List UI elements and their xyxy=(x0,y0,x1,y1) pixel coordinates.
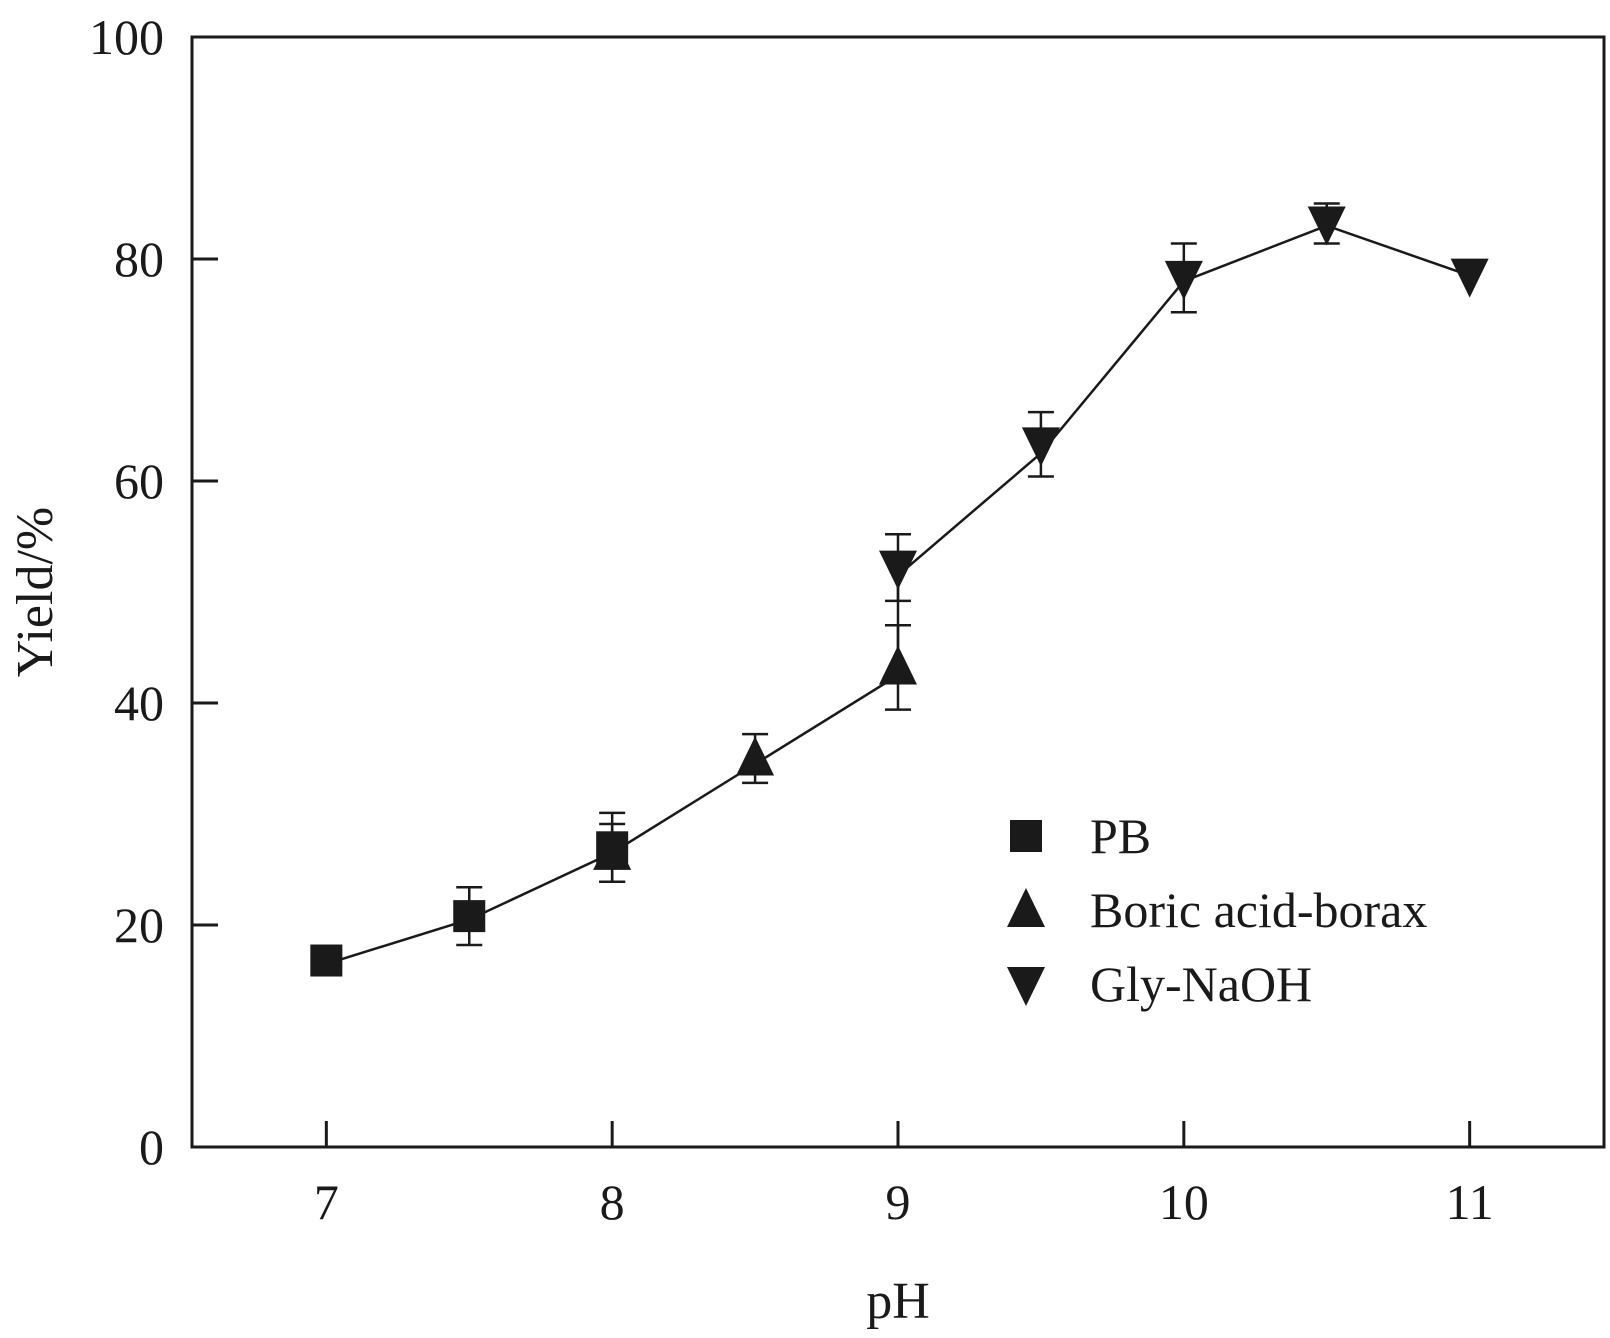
y-tick-label-60: 60 xyxy=(114,453,164,509)
point-gly-naoh-3 xyxy=(1307,206,1346,246)
legend-marker-boric-acid-borax xyxy=(1007,888,1045,927)
y-tick-label-80: 80 xyxy=(114,231,164,287)
point-boric-acid-borax-0 xyxy=(593,830,632,870)
legend-label-boric-acid-borax: Boric acid-borax xyxy=(1090,882,1427,938)
point-boric-acid-borax-1 xyxy=(736,736,775,776)
legend-marker-pb xyxy=(1010,820,1042,852)
ticks-layer: 7 8 9 10 11 0 20 40 60 80 100 xyxy=(89,9,1494,1230)
legend-label-pb: PB xyxy=(1090,808,1151,864)
x-tick-label-11: 11 xyxy=(1446,1174,1494,1230)
point-gly-naoh-2 xyxy=(1164,260,1203,300)
point-pb-0 xyxy=(310,944,343,977)
y-tick-label-20: 20 xyxy=(114,897,164,953)
point-gly-naoh-4 xyxy=(1450,258,1489,298)
x-tick-label-8: 8 xyxy=(600,1174,625,1230)
y-tick-label-40: 40 xyxy=(114,675,164,731)
y-axis-title: Yield/% xyxy=(7,507,64,677)
y-tick-label-100: 100 xyxy=(89,9,164,65)
point-pb-1 xyxy=(453,900,486,933)
x-axis-title: pH xyxy=(866,1273,930,1330)
y-tick-label-0: 0 xyxy=(139,1119,164,1175)
legend-marker-gly-naoh xyxy=(1007,967,1045,1006)
x-tick-label-9: 9 xyxy=(886,1174,911,1230)
legend-item-gly-naoh: Gly-NaOH xyxy=(1007,956,1312,1012)
point-gly-naoh-0 xyxy=(879,550,917,590)
legend: PB Boric acid-borax Gly-NaOH xyxy=(1007,808,1427,1012)
x-tick-label-10: 10 xyxy=(1159,1174,1209,1230)
point-boric-acid-borax-2 xyxy=(879,645,917,685)
x-tick-label-7: 7 xyxy=(314,1174,339,1230)
legend-label-gly-naoh: Gly-NaOH xyxy=(1090,956,1312,1012)
markers-layer xyxy=(310,206,1489,977)
point-gly-naoh-1 xyxy=(1021,427,1060,467)
legend-item-boric-acid-borax: Boric acid-borax xyxy=(1007,882,1427,938)
legend-item-pb: PB xyxy=(1010,808,1151,864)
